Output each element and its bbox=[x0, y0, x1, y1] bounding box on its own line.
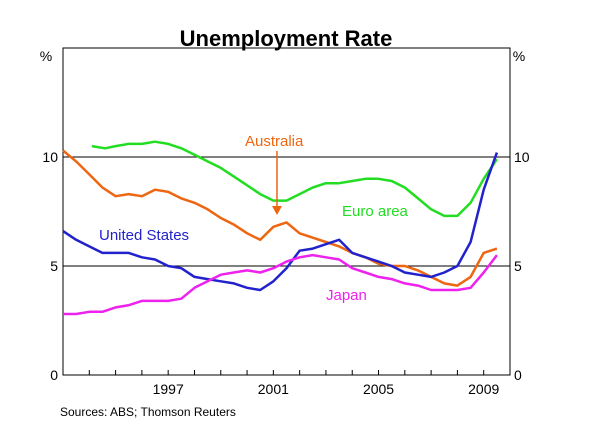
series-line-united-states bbox=[62, 152, 499, 292]
plot-frame bbox=[62, 47, 511, 376]
legend-label-united-states: United States bbox=[99, 227, 189, 244]
y-axis-labels: 0 0 5 5 10 10 bbox=[42, 149, 529, 383]
series-line-australia bbox=[62, 149, 498, 287]
chart-title: Unemployment Rate bbox=[180, 26, 393, 51]
legend-label-euro-area: Euro area bbox=[342, 203, 409, 220]
legend-label-australia: Australia bbox=[245, 133, 304, 150]
x-tick-label-1997: 1997 bbox=[153, 381, 184, 397]
chart-source: Sources: ABS; Thomson Reuters bbox=[60, 405, 236, 419]
left-unit-label: % bbox=[40, 48, 52, 64]
series-line-euro-area bbox=[91, 140, 498, 218]
x-axis-labels: 1997 2001 2005 2009 bbox=[153, 381, 500, 397]
legend-label-japan: Japan bbox=[326, 287, 367, 304]
y-tick-label-right-10: 10 bbox=[514, 149, 530, 165]
y-tick-label-right-0: 0 bbox=[514, 367, 522, 383]
australia-arrow-head bbox=[272, 206, 282, 215]
right-unit-label: % bbox=[513, 48, 525, 64]
series-lines bbox=[62, 140, 499, 316]
x-tick-label-2001: 2001 bbox=[258, 381, 289, 397]
y-tick-label-right-5: 5 bbox=[514, 258, 522, 274]
x-tick-label-2005: 2005 bbox=[363, 381, 394, 397]
series-line-japan bbox=[63, 253, 498, 316]
x-tick-label-2009: 2009 bbox=[468, 381, 499, 397]
y-tick-label-left-5: 5 bbox=[50, 258, 58, 274]
y-tick-label-left-0: 0 bbox=[50, 367, 58, 383]
x-axis-ticks bbox=[62, 370, 511, 375]
reference-lines bbox=[63, 156, 510, 267]
y-tick-label-left-10: 10 bbox=[42, 149, 58, 165]
